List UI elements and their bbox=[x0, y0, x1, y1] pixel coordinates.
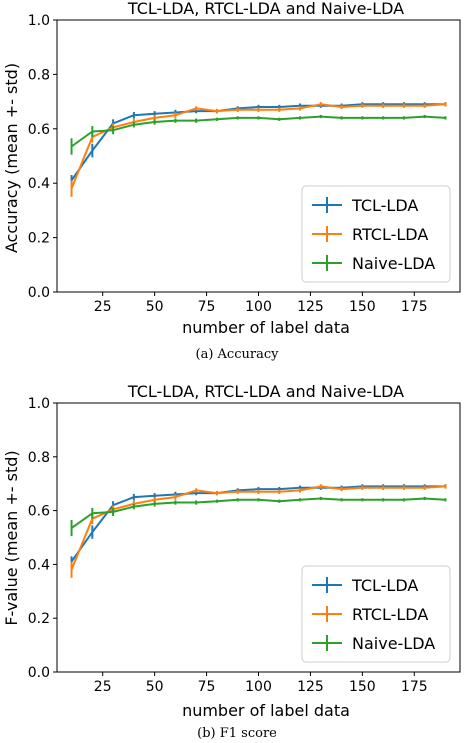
y-tick-label: 1.0 bbox=[28, 13, 50, 29]
legend: TCL-LDA RTCL-LDA Naive-LDA bbox=[301, 185, 451, 283]
legend-label: Naive-LDA bbox=[352, 254, 435, 273]
x-tick-label: 100 bbox=[245, 299, 272, 315]
y-tick-label: 0.6 bbox=[28, 122, 50, 138]
y-axis-label: F-value (mean +- std) bbox=[2, 450, 21, 625]
y-tick-label: 1.0 bbox=[28, 396, 50, 412]
legend-label: TCL-LDA bbox=[351, 196, 418, 215]
chart-title: TCL-LDA, RTCL-LDA and Naive-LDA bbox=[127, 382, 404, 401]
legend: TCL-LDA RTCL-LDA Naive-LDA bbox=[301, 565, 451, 663]
f1-chart: TCL-LDA, RTCL-LDA and Naive-LDA 0.00.20.… bbox=[2, 382, 461, 741]
x-tick-label: 125 bbox=[297, 679, 324, 695]
x-tick-label: 175 bbox=[401, 299, 428, 315]
y-tick-label: 0.6 bbox=[28, 504, 50, 520]
legend-entry-rtcl-lda: RTCL-LDA bbox=[312, 225, 428, 244]
y-tick-label: 0.2 bbox=[28, 611, 50, 627]
legend-label: RTCL-LDA bbox=[352, 225, 428, 244]
y-tick-label: 0.8 bbox=[28, 450, 50, 466]
legend-entry-naive-lda: Naive-LDA bbox=[312, 254, 435, 273]
x-tick-label: 25 bbox=[94, 679, 112, 695]
y-tick-label: 0.0 bbox=[28, 285, 50, 301]
y-axis-label: Accuracy (mean +- std) bbox=[2, 63, 21, 253]
x-tick-label: 175 bbox=[401, 679, 428, 695]
legend-entry-naive-lda: Naive-LDA bbox=[312, 634, 435, 653]
figure-caption: (a) Accuracy bbox=[196, 347, 280, 362]
legend-entry-tcl-lda: TCL-LDA bbox=[312, 196, 418, 215]
y-tick-label: 0.0 bbox=[28, 665, 50, 681]
chart-title: TCL-LDA, RTCL-LDA and Naive-LDA bbox=[127, 0, 404, 18]
x-tick-label: 50 bbox=[146, 679, 164, 695]
x-tick-label: 100 bbox=[245, 679, 272, 695]
legend-entry-tcl-lda: TCL-LDA bbox=[312, 576, 418, 595]
x-tick-label: 150 bbox=[349, 679, 376, 695]
x-tick-label: 75 bbox=[198, 299, 216, 315]
series-naive-lda bbox=[70, 114, 447, 155]
x-tick-label: 75 bbox=[198, 679, 216, 695]
y-tick-label: 0.4 bbox=[28, 557, 50, 573]
accuracy-chart: TCL-LDA, RTCL-LDA and Naive-LDA 0.00.20.… bbox=[2, 0, 461, 362]
legend-box bbox=[301, 185, 451, 283]
x-tick-label: 150 bbox=[349, 299, 376, 315]
y-tick-label: 0.8 bbox=[28, 67, 50, 83]
legend-label: Naive-LDA bbox=[352, 634, 435, 653]
legend-label: TCL-LDA bbox=[351, 576, 418, 595]
f1-plot-area: 0.0 0.2 0.4 0.6 0.8 1.0 25 50 75 100 125 150 175 TCL-… bbox=[28, 396, 461, 695]
accuracy-plot-area: 0.0 0.2 0.4 0.6 0.8 1.0 25 50 75 100 125 150 175 TCL-… bbox=[28, 13, 461, 315]
x-tick-label: 125 bbox=[297, 299, 324, 315]
legend-entry-rtcl-lda: RTCL-LDA bbox=[312, 605, 428, 624]
x-axis-label: number of label data bbox=[182, 701, 350, 720]
y-tick-label: 0.4 bbox=[28, 176, 50, 192]
x-tick-label: 50 bbox=[146, 299, 164, 315]
series-naive-lda bbox=[70, 496, 447, 537]
y-tick-label: 0.2 bbox=[28, 231, 50, 247]
legend-label: RTCL-LDA bbox=[352, 605, 428, 624]
x-axis-label: number of label data bbox=[182, 318, 350, 337]
legend-box bbox=[301, 565, 451, 663]
figure-caption: (b) F1 score bbox=[197, 726, 277, 741]
x-tick-label: 25 bbox=[94, 299, 112, 315]
